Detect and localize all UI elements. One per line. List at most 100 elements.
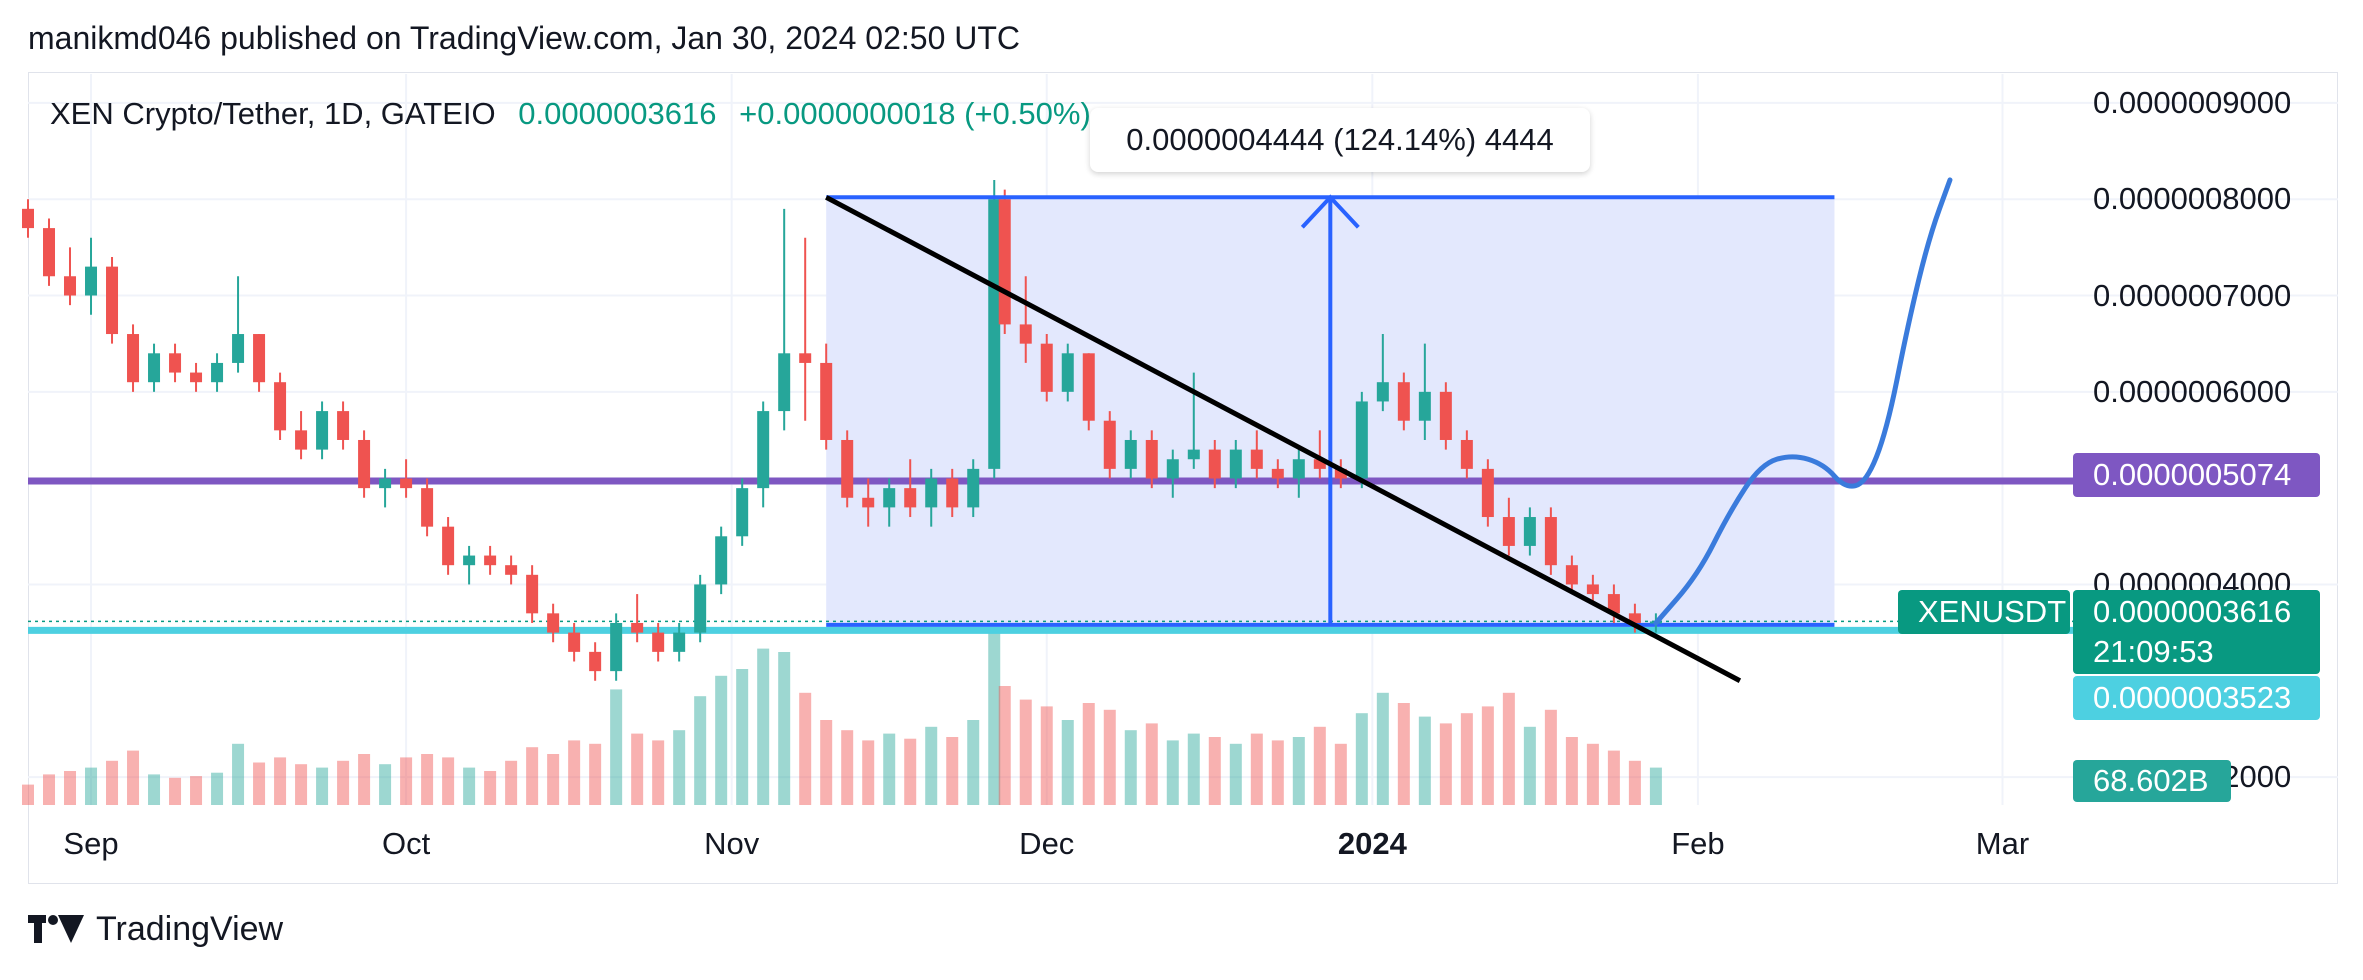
support-level-tag: 0.0000003523	[2073, 676, 2320, 720]
candle-body	[1418, 391, 1431, 421]
candle-body	[358, 439, 371, 489]
volume-bar	[295, 764, 308, 805]
price-tick-label: 0.0000007000	[2093, 277, 2292, 313]
candle-body	[1082, 353, 1095, 421]
candle-body	[127, 334, 140, 383]
volume-bar	[1145, 723, 1158, 805]
volume-bar	[106, 760, 119, 805]
time-tick-label: Mar	[1975, 826, 2030, 861]
volume-bar	[736, 669, 749, 805]
candle-body	[1607, 594, 1620, 614]
measure-arrow-head	[1300, 194, 1360, 229]
volume-bar	[1187, 733, 1200, 805]
candle-body	[841, 439, 854, 498]
current-price-tag: 0.0000003616 21:09:53	[2073, 590, 2320, 674]
candle-body	[694, 584, 707, 633]
candle-body	[1019, 324, 1032, 344]
candle-body	[652, 632, 665, 652]
volume-bars	[22, 631, 1662, 805]
time-tick-label: Feb	[1671, 826, 1725, 861]
volume-bar	[904, 738, 917, 805]
volume-bar	[610, 689, 623, 805]
candle-body	[925, 478, 938, 508]
candle-body	[820, 362, 833, 440]
candle-body	[274, 382, 287, 431]
price-tick-label: 0.0000008000	[2093, 181, 2292, 217]
candles	[22, 179, 1662, 681]
candle-body	[673, 632, 686, 652]
current-price-value: 0.0000003616	[2093, 594, 2292, 629]
volume-bar	[400, 757, 413, 805]
volume-bar	[1061, 720, 1074, 805]
volume-bar	[1040, 706, 1053, 805]
candle-body	[1565, 565, 1578, 585]
candle-body	[988, 199, 1001, 469]
time-tick-label: Oct	[381, 826, 431, 861]
volume-bar	[1502, 692, 1515, 805]
volume-bar	[757, 648, 770, 805]
volume-bar	[862, 740, 875, 805]
candle-body	[1040, 343, 1053, 392]
candle-body	[1292, 459, 1305, 479]
volume-bar	[463, 767, 476, 805]
symbol-legend[interactable]: XEN Crypto/Tether, 1D, GATEIO 0.00000036…	[50, 96, 1091, 132]
volume-bar	[673, 730, 686, 805]
bar-countdown: 21:09:53	[2093, 634, 2214, 669]
candle-body	[85, 266, 98, 296]
publisher-line: manikmd046 published on TradingView.com,…	[28, 20, 1021, 56]
volume-bar	[1166, 740, 1179, 805]
legend-last-price: 0.0000003616	[518, 96, 717, 131]
volume-bar	[505, 760, 518, 805]
candle-body	[22, 208, 34, 229]
volume-bar	[1649, 767, 1662, 805]
volume-bar	[43, 774, 56, 805]
volume-bar	[568, 740, 581, 805]
volume-bar	[1397, 703, 1410, 805]
volume-bar	[442, 757, 455, 805]
candle-body	[1250, 449, 1263, 469]
candle-body	[526, 574, 539, 614]
candle-body	[211, 362, 224, 383]
candle-body	[169, 353, 182, 373]
candle-body	[43, 228, 56, 277]
volume-bar	[1523, 726, 1536, 805]
volume-tag: 68.602B	[2073, 760, 2231, 802]
projection-curve	[1653, 177, 1953, 626]
volume-bar	[988, 631, 1001, 805]
candle-body	[148, 353, 161, 383]
candle-body	[1124, 439, 1137, 469]
candle-body	[610, 622, 623, 672]
candle-body	[316, 411, 329, 450]
candle-body	[715, 536, 728, 585]
volume-bar	[1460, 713, 1473, 805]
candle-body	[442, 526, 455, 566]
footer-brand[interactable]: TradingView	[96, 910, 284, 948]
volume-bar	[379, 764, 392, 805]
candle-body	[484, 555, 497, 566]
volume-bar	[421, 754, 434, 805]
volume-bar	[547, 754, 560, 805]
candle-body	[946, 478, 959, 508]
candle-body	[1481, 468, 1494, 518]
volume-bar	[253, 762, 266, 805]
candle-body	[1586, 584, 1599, 595]
candle-body	[1061, 353, 1074, 392]
candle-body	[1187, 449, 1200, 460]
volume-bar	[1628, 760, 1641, 805]
candle-body	[998, 199, 1011, 325]
volume-bar	[1082, 703, 1095, 805]
volume-bar	[820, 720, 833, 805]
candle-body	[400, 478, 413, 489]
candle-body	[1355, 401, 1368, 479]
candle-body	[736, 488, 749, 537]
candle-body	[1397, 382, 1410, 421]
candle-body	[106, 266, 119, 335]
volume-bar	[358, 754, 371, 805]
candle-body	[1271, 468, 1284, 479]
candle-body	[1523, 517, 1536, 546]
candle-body	[799, 353, 812, 363]
volume-bar	[589, 743, 602, 805]
volume-bar	[316, 767, 329, 805]
candle-body	[421, 488, 434, 527]
